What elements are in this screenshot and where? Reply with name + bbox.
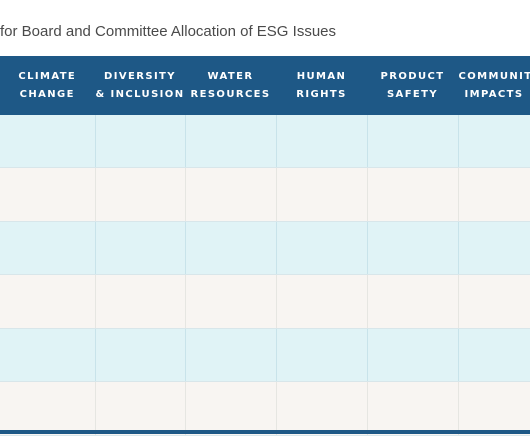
table-cell	[95, 381, 186, 436]
table-cell	[367, 381, 459, 436]
table-cell	[185, 328, 277, 383]
column-header-human-rights: Human Rights	[276, 56, 368, 115]
table-cell	[185, 167, 277, 222]
table-row	[0, 328, 530, 383]
column-header-diversity-inclusion: Diversity & Inclusion	[95, 56, 186, 115]
table-cell	[458, 115, 530, 169]
table-cell	[0, 115, 96, 169]
table-row	[0, 115, 530, 169]
table-cell	[458, 381, 530, 436]
column-header-line: Change	[19, 88, 75, 100]
table-cell	[458, 274, 530, 329]
table-cell	[276, 221, 368, 276]
table-cell	[367, 167, 459, 222]
table-cell	[367, 221, 459, 276]
column-header-line: Rights	[296, 88, 347, 100]
column-header-community-impacts: Communit Impacts	[458, 56, 530, 115]
table-cell	[458, 167, 530, 222]
column-header-water-resources: Water Resources	[185, 56, 277, 115]
table-body	[0, 115, 530, 436]
table-bottom-rule	[0, 430, 530, 434]
table-cell	[0, 274, 96, 329]
table-row	[0, 221, 530, 276]
table-cell	[95, 115, 186, 169]
table-cell	[185, 221, 277, 276]
table-cell	[0, 221, 96, 276]
column-header-line: Impacts	[464, 88, 524, 100]
table-row	[0, 274, 530, 329]
table-cell	[367, 115, 459, 169]
esg-allocation-table: Climate Change Diversity & Inclusion Wat…	[0, 56, 530, 436]
column-header-line: Water	[207, 70, 254, 82]
table-row	[0, 381, 530, 436]
column-header-line: & Inclusion	[95, 88, 185, 100]
table-cell	[95, 221, 186, 276]
column-header-line: Safety	[386, 88, 439, 100]
table-cell	[185, 115, 277, 169]
column-header-product-safety: Product Safety	[367, 56, 459, 115]
table-cell	[276, 381, 368, 436]
table-cell	[458, 221, 530, 276]
table-cell	[0, 328, 96, 383]
table-cell	[367, 274, 459, 329]
table-cell	[185, 381, 277, 436]
table-row	[0, 167, 530, 222]
column-header-line: Communit	[458, 70, 530, 82]
column-header-line: Resources	[190, 88, 271, 100]
table-cell	[95, 274, 186, 329]
table-cell	[276, 274, 368, 329]
table-cell	[95, 167, 186, 222]
page-title: for Board and Committee Allocation of ES…	[0, 23, 336, 40]
column-header-line: Product	[380, 70, 445, 82]
table-cell	[276, 115, 368, 169]
column-header-line: Climate	[18, 70, 77, 82]
table-cell	[458, 328, 530, 383]
table-cell	[367, 328, 459, 383]
column-header-line: Diversity	[104, 70, 176, 82]
column-header-line: Human	[296, 70, 347, 82]
table-cell	[0, 167, 96, 222]
table-cell	[0, 381, 96, 436]
table-cell	[276, 167, 368, 222]
table-cell	[95, 328, 186, 383]
table-cell	[276, 328, 368, 383]
column-header-climate-change: Climate Change	[0, 56, 96, 115]
table-cell	[185, 274, 277, 329]
table-header-row: Climate Change Diversity & Inclusion Wat…	[0, 56, 530, 115]
